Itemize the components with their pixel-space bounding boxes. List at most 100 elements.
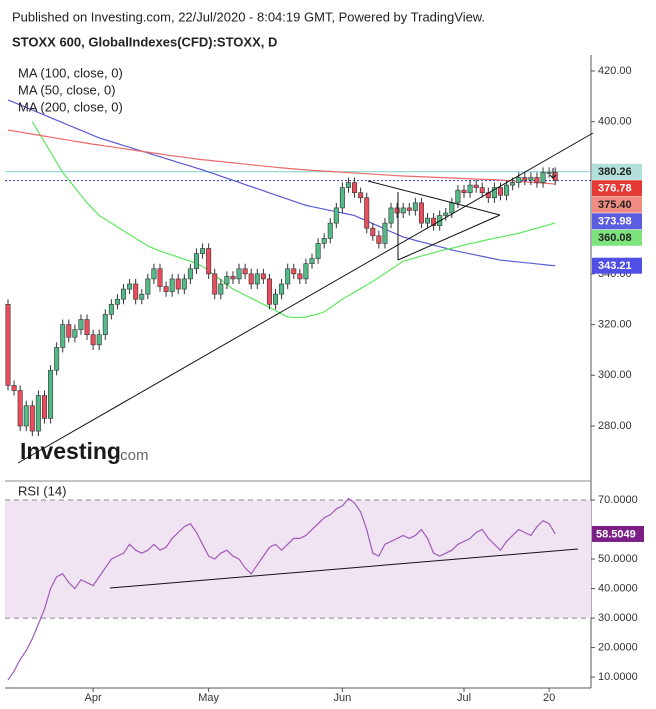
triangle-edge — [367, 180, 501, 216]
price-marker-label: 376.78 — [598, 183, 632, 195]
candle-body — [443, 212, 449, 216]
y-tick-label: 280.00 — [598, 420, 632, 432]
candle-body — [321, 238, 327, 244]
candle-body — [5, 303, 11, 386]
candle-body — [388, 207, 394, 224]
candle-body — [491, 187, 497, 199]
rsi-line — [7, 497, 556, 681]
candle-body — [200, 248, 206, 254]
price-marker-label: 373.98 — [598, 216, 632, 228]
y-tick-label: 40.0000 — [598, 582, 638, 594]
candle-body — [473, 184, 479, 188]
candle-body — [212, 273, 218, 295]
candle-body — [497, 187, 503, 196]
candle-body — [364, 197, 370, 229]
candle-body — [242, 268, 248, 275]
y-tick-label: 50.0000 — [598, 553, 638, 565]
candle-body — [303, 263, 309, 280]
y-tick-label: 420.00 — [598, 65, 632, 77]
moving-average — [31, 121, 556, 319]
rsi-band — [5, 500, 591, 619]
candle-body — [455, 189, 461, 204]
candle-body — [187, 268, 193, 280]
candle-body — [54, 347, 60, 371]
candle-body — [108, 303, 114, 315]
candle-body — [145, 278, 151, 295]
price-marker-label: 380.26 — [598, 166, 632, 178]
price-marker — [592, 257, 642, 274]
candle-body — [418, 202, 424, 224]
candle-body — [479, 187, 485, 194]
candle-body — [333, 207, 339, 224]
candle-body — [266, 278, 272, 305]
candle-body — [114, 298, 120, 305]
candle-body — [461, 189, 467, 194]
candle-body — [236, 268, 242, 280]
price-marker-label: 360.08 — [598, 232, 632, 244]
candle-body — [431, 217, 437, 226]
candle-body — [406, 207, 412, 211]
y-tick-label: 300.00 — [598, 369, 632, 381]
candle-body — [376, 235, 382, 244]
candle-body — [218, 283, 224, 295]
candle-body — [96, 334, 102, 346]
candle-body — [534, 177, 540, 183]
candle-body — [254, 273, 260, 285]
candle-body — [504, 184, 510, 196]
y-tick-label: 70.0000 — [598, 494, 638, 506]
candle-body — [133, 283, 139, 300]
rsi-trend-line — [109, 548, 579, 589]
candle-body — [528, 177, 534, 181]
legend-entry: MA (200, close, 0) — [18, 99, 123, 114]
candle-body — [206, 248, 212, 275]
candle-body — [285, 268, 291, 285]
candle-body — [102, 314, 108, 336]
watermark-suffix: .com — [116, 447, 149, 464]
candle-body — [230, 276, 236, 280]
candle-body — [394, 207, 400, 214]
candle-body — [339, 187, 345, 209]
candle-body — [400, 207, 406, 214]
candle-body — [522, 177, 528, 181]
candle-body — [23, 405, 29, 427]
candle-body — [72, 329, 78, 338]
watermark-brand: Investing — [20, 438, 121, 464]
candle-body — [90, 334, 96, 346]
trend-line — [17, 132, 594, 464]
candle-body — [279, 283, 285, 295]
candle-body — [297, 273, 303, 280]
labels-layer: MA (100, close, 0) MA (50, close, 0) MA (2… — [18, 65, 644, 704]
background-layer: 280.00300.00320.00340.00400.00420.0010.0… — [5, 65, 638, 692]
candle-body — [510, 182, 516, 186]
candle-body — [163, 286, 169, 292]
candle-body — [169, 278, 175, 292]
price-marker — [592, 229, 642, 246]
arrow — [549, 168, 557, 179]
x-tick-label: Jul — [457, 692, 471, 704]
candle-body — [17, 390, 23, 427]
candle-body — [181, 278, 187, 290]
y-tick-label: 30.0000 — [598, 612, 638, 624]
candle-body — [224, 276, 230, 285]
candle-body — [84, 319, 90, 336]
candle-body — [358, 192, 364, 199]
price-marker — [592, 163, 642, 180]
y-tick-label: 400.00 — [598, 116, 632, 128]
drawings — [17, 132, 594, 589]
candle-body — [66, 324, 72, 338]
y-tick-label: 20.0000 — [598, 641, 638, 653]
candle-body — [121, 288, 127, 300]
candle-body — [327, 222, 333, 239]
candle-body — [175, 278, 181, 290]
moving-average — [7, 129, 556, 185]
x-tick-label: Apr — [85, 692, 102, 704]
candle-body — [467, 184, 473, 194]
triangle-edge — [397, 214, 501, 261]
price-marker — [592, 180, 642, 197]
y-tick-label: 10.0000 — [598, 671, 638, 683]
y-tick-label: 320.00 — [598, 318, 632, 330]
candle-body — [449, 202, 455, 214]
candle-body — [41, 395, 47, 419]
